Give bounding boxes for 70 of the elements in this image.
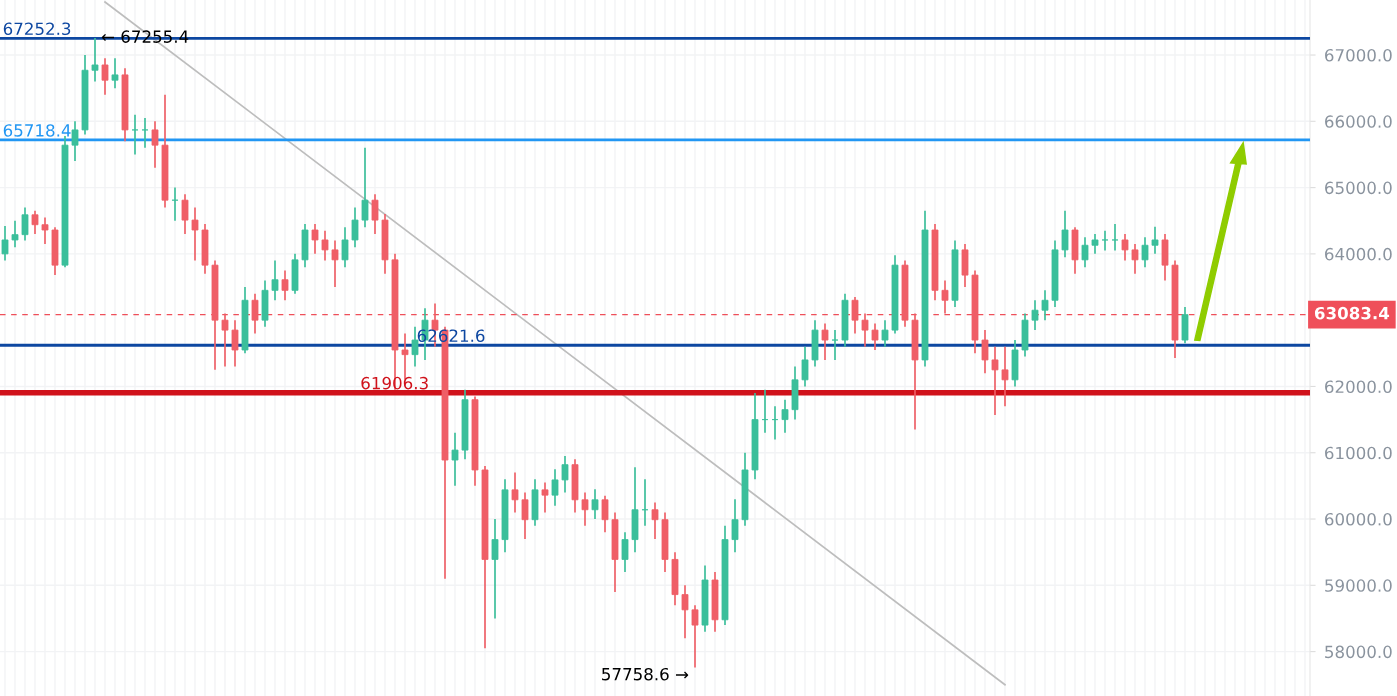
- candlestick: [821, 322, 829, 361]
- candlestick: [101, 57, 109, 96]
- ref-line-label: 65718.4: [3, 124, 71, 137]
- candlestick: [651, 501, 659, 540]
- candlestick: [981, 329, 989, 375]
- candlestick: [111, 57, 119, 89]
- candlestick: [31, 209, 39, 235]
- candlestick: [71, 120, 79, 162]
- candlestick: [1151, 225, 1159, 255]
- candlestick: [1061, 209, 1069, 259]
- candlestick: [561, 455, 569, 494]
- candlestick: [511, 471, 519, 514]
- candlestick: [191, 206, 199, 262]
- candlestick: [871, 322, 879, 351]
- annotation: 57758.6 →: [602, 667, 689, 681]
- y-tick-label: 59000.0: [1325, 579, 1392, 592]
- candlestick: [201, 223, 209, 275]
- candlestick: [1091, 233, 1099, 255]
- candlestick: [351, 206, 359, 249]
- y-tick-label: 60000.0: [1325, 512, 1392, 526]
- candlestick: [291, 253, 299, 295]
- y-tick-label: 58000.0: [1325, 645, 1392, 659]
- candlestick: [321, 229, 329, 262]
- candlestick: [1131, 243, 1139, 275]
- candlestick: [1, 225, 9, 262]
- y-tick-label: 62000.0: [1325, 380, 1392, 394]
- candlestick: [121, 67, 129, 143]
- candlestick: [581, 491, 589, 527]
- candlestick: [411, 325, 419, 368]
- candlestick: [231, 319, 239, 368]
- candlestick: [271, 259, 279, 302]
- candlestick: [331, 239, 339, 288]
- candlestick: [151, 120, 159, 169]
- candlestick: [91, 37, 99, 83]
- candlestick: [1001, 345, 1009, 408]
- candlestick: [881, 319, 889, 348]
- candlestick: [1041, 289, 1049, 321]
- candlestick: [781, 398, 789, 434]
- y-tick-label: 64000.0: [1325, 247, 1392, 261]
- candlestick: [971, 269, 979, 355]
- candlestick: [551, 468, 559, 507]
- candlestick: [281, 269, 289, 302]
- candlestick: [811, 319, 819, 368]
- y-tick-label: 61000.0: [1325, 446, 1392, 460]
- candlestick: [901, 259, 909, 328]
- candlestick: [691, 604, 699, 669]
- candlestick: [541, 481, 549, 514]
- candlestick: [591, 488, 599, 520]
- candlestick: [941, 279, 949, 315]
- candlestick: [51, 226, 59, 276]
- candlestick: [961, 243, 969, 288]
- candlestick: [11, 219, 19, 249]
- candlestick: [1161, 233, 1169, 282]
- candlestick: [221, 312, 229, 368]
- candlestick: [451, 432, 459, 487]
- candlestick: [991, 345, 999, 416]
- y-tick-label: 67000.0: [1325, 48, 1392, 62]
- candlestick: [1031, 299, 1039, 331]
- y-tick-label: 65000.0: [1325, 181, 1392, 195]
- candlestick: [211, 259, 219, 371]
- candlestick: [701, 564, 709, 633]
- candlestick: [891, 254, 899, 335]
- ref-line-label: 67252.3: [3, 22, 71, 36]
- candlestick: [1121, 233, 1129, 262]
- candlestick: [41, 216, 49, 245]
- y-tick-label: 66000.0: [1325, 115, 1392, 128]
- candlestick: [861, 312, 869, 348]
- candlestick: [1181, 306, 1189, 345]
- ref-line-label: 63083.4: [1314, 306, 1390, 320]
- candlestick: [311, 223, 319, 255]
